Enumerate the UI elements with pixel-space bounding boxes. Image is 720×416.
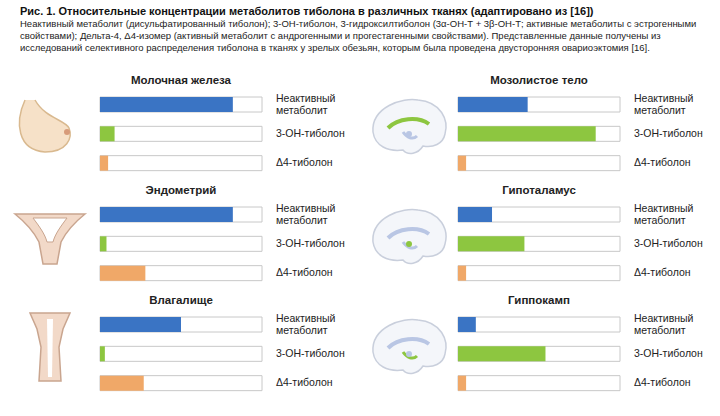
svg-text:Δ4-тиболон: Δ4-тиболон [634,156,691,168]
svg-text:3-ОН-тиболон: 3-ОН-тиболон [276,127,345,139]
svg-text:3-ОН-тиболон: 3-ОН-тиболон [634,347,703,359]
html-text:Эндометрий: Эндометрий [145,184,217,196]
svg-text:Δ4-тиболон: Δ4-тиболон [634,266,691,278]
svg-text:3-ОН-тиболон: 3-ОН-тиболон [634,127,703,139]
svg-text:Δ4-тиболон: Δ4-тиболон [276,266,333,278]
svg-text:Неактивныйметаболит: Неактивныйметаболит [276,311,336,335]
svg-text:Δ4-тиболон: Δ4-тиболон [634,376,691,388]
svg-text:Неактивныйметаболит: Неактивныйметаболит [634,201,694,225]
svg-text:3-ОН-тиболон: 3-ОН-тиболон [634,237,703,249]
svg-text:Неактивныйметаболит: Неактивныйметаболит [634,91,694,115]
html-text:Мозолистое тело: Мозолистое тело [490,74,588,86]
svg-text:Неактивныйметаболит: Неактивныйметаболит [276,91,336,115]
html-text:Рис. 1. Относительные концентр: Рис. 1. Относительные концентрации метаб… [20,5,594,17]
svg-text:Δ4-тиболон: Δ4-тиболон [276,376,333,388]
html-text:Молочная железа: Молочная железа [131,74,231,86]
html-text:Гипоталамус: Гипоталамус [502,184,576,196]
svg-text:Неактивныйметаболит: Неактивныйметаболит [634,311,694,335]
svg-text:3-ОН-тиболон: 3-ОН-тиболон [276,237,345,249]
html-text:Влагалище: Влагалище [149,294,213,306]
svg-text:Неактивныйметаболит: Неактивныйметаболит [276,201,336,225]
svg-text:Δ4-тиболон: Δ4-тиболон [276,156,333,168]
html-text:Неактивный метаболит (дисульфа: Неактивный метаболит (дисульфатированный… [20,18,697,53]
html-text:Гиппокамп: Гиппокамп [508,294,570,306]
svg-text:3-ОН-тиболон: 3-ОН-тиболон [276,347,345,359]
